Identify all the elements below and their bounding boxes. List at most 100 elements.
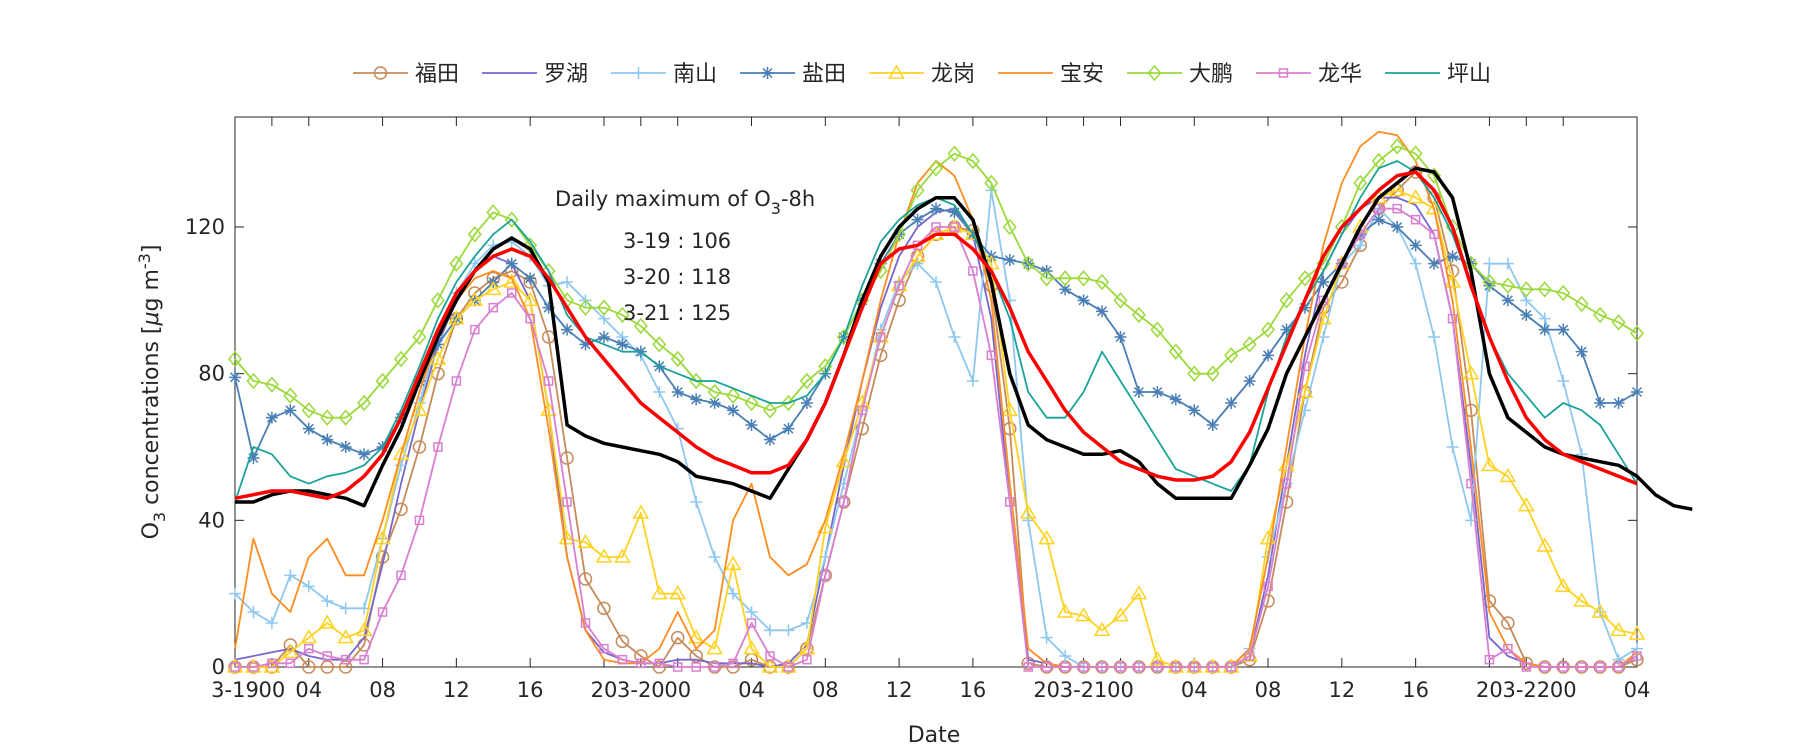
series-8-point xyxy=(1244,651,1255,661)
series-5-point xyxy=(1554,577,1572,593)
series-8-point xyxy=(1429,229,1439,240)
series-4-point xyxy=(265,411,278,424)
legend-marker xyxy=(888,64,905,79)
x-tick-label: 16 xyxy=(517,678,544,702)
series-8-point xyxy=(304,643,314,654)
series-8-point xyxy=(1023,662,1033,672)
series-5-point xyxy=(1388,181,1406,197)
series-1-point xyxy=(726,660,740,674)
legend-entry-5: 龙岗 xyxy=(869,62,975,87)
series-7-point xyxy=(799,372,814,390)
series-3-point xyxy=(966,375,979,387)
series-4-point xyxy=(505,257,518,270)
series-5-point xyxy=(669,585,687,600)
legend-label: 南山 xyxy=(673,62,717,87)
series-8-point xyxy=(506,288,517,298)
series-8-point xyxy=(562,497,572,507)
series-7-point xyxy=(449,255,464,272)
series-5-point xyxy=(1075,607,1092,622)
series-5-point xyxy=(1001,401,1019,417)
series-7-point xyxy=(1519,281,1534,298)
y-tick-label: 80 xyxy=(198,362,225,386)
series-7-point xyxy=(357,394,372,412)
series-4-point xyxy=(1575,345,1588,358)
legend-label: 龙岗 xyxy=(931,62,975,87)
series-4-point xyxy=(930,202,942,215)
series-5-point xyxy=(1130,585,1148,600)
series-7-point xyxy=(670,350,685,368)
series-8-point xyxy=(359,654,369,665)
x-tick-label: 12 xyxy=(1328,678,1355,702)
series-7-point xyxy=(1279,292,1294,309)
series-8-point xyxy=(1060,662,1070,672)
series-5-point xyxy=(429,350,447,365)
series-7-point xyxy=(1242,336,1257,353)
series-8-point xyxy=(451,376,462,386)
series-8-point xyxy=(986,350,997,361)
series-4-point xyxy=(671,386,684,398)
series-7-point xyxy=(1574,295,1589,313)
series-5-point xyxy=(1573,592,1590,607)
x-tick-label: 08 xyxy=(369,678,396,702)
legend-label: 盐田 xyxy=(802,62,846,87)
series-5-point xyxy=(1056,603,1074,618)
series-7-point xyxy=(338,409,353,426)
series-1-point xyxy=(652,660,667,674)
series-4-point xyxy=(1317,276,1330,288)
series-7-point xyxy=(578,299,593,316)
series-3-point xyxy=(1022,514,1035,527)
series-7-point xyxy=(486,204,501,221)
series-7-point xyxy=(707,383,722,401)
legend-label: 龙华 xyxy=(1318,62,1362,87)
series-layer xyxy=(226,130,1693,674)
series-8-point xyxy=(875,332,886,342)
series-5-point xyxy=(632,504,650,519)
series-4-point xyxy=(358,448,371,461)
series-3-point xyxy=(265,617,278,629)
x-tick-label: 3-21 xyxy=(1060,678,1108,702)
series-5-point xyxy=(1591,603,1609,618)
series-4-point xyxy=(1280,323,1293,336)
series-4-point xyxy=(1114,331,1127,343)
x-tick-label: 04 xyxy=(1624,678,1651,702)
annotation-title: Daily maximum of O3-8h xyxy=(555,187,815,218)
series-4-point xyxy=(708,397,721,409)
x-tick-label: 08 xyxy=(1255,678,1282,702)
series-8-point xyxy=(322,651,332,661)
series-3-point xyxy=(1354,239,1367,252)
x-tick-label: 04 xyxy=(295,678,322,702)
series-1-point xyxy=(670,630,685,645)
series-8-point xyxy=(654,658,665,669)
series-7-point xyxy=(504,211,519,228)
series-7 xyxy=(228,138,1644,426)
series-4-point xyxy=(524,272,537,285)
series-7-point xyxy=(836,328,851,346)
series-7-point xyxy=(965,152,980,170)
series-7-point xyxy=(1630,325,1644,342)
series-8-point xyxy=(1115,662,1126,672)
legend-entry-3: 南山 xyxy=(611,62,717,87)
series-8-point xyxy=(746,618,757,628)
y-tick-label: 120 xyxy=(185,215,225,239)
series-7-point xyxy=(1131,306,1146,324)
series-8-point xyxy=(1318,295,1329,306)
series-3-point xyxy=(690,496,703,508)
series-5-point xyxy=(1536,537,1554,552)
series-7-point xyxy=(283,387,298,404)
series-8-point xyxy=(285,658,296,669)
series-4-point xyxy=(1059,283,1072,296)
legend-label: 福田 xyxy=(415,62,459,87)
series-4-point xyxy=(1446,250,1459,263)
series-8-point xyxy=(1410,214,1421,225)
series-3-point xyxy=(284,569,297,582)
y-tick-label: 40 xyxy=(198,508,225,532)
legend-entry-6: 宝安 xyxy=(998,62,1104,87)
series-4-point xyxy=(431,338,444,351)
series-7-point xyxy=(596,299,611,316)
series-3-point xyxy=(1409,257,1422,270)
series-8-point xyxy=(1300,361,1310,372)
series-4-point xyxy=(339,441,352,453)
legend-label: 大鹏 xyxy=(1189,62,1233,87)
series-8-point xyxy=(230,662,240,672)
series-8-point xyxy=(1392,203,1402,214)
